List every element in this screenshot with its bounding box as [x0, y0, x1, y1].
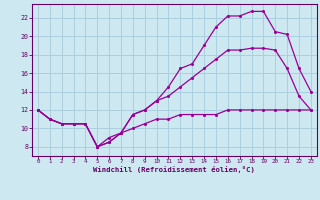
X-axis label: Windchill (Refroidissement éolien,°C): Windchill (Refroidissement éolien,°C)	[93, 166, 255, 173]
